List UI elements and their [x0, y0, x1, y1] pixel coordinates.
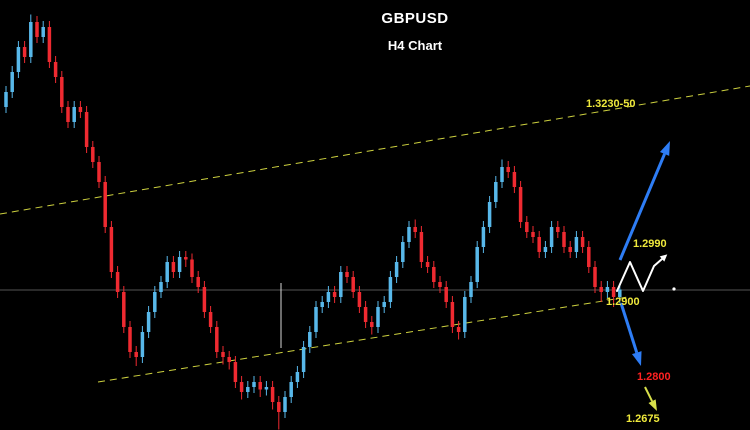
candles-layer	[4, 14, 622, 430]
zigzag-projection	[616, 258, 663, 292]
price-label-current: 1.2900	[606, 296, 640, 308]
downside-target-arrow	[644, 386, 653, 402]
chart-symbol-title: GBPUSD	[381, 10, 449, 27]
upper-trendline	[0, 85, 750, 215]
price-label-support: 1.2800	[637, 371, 671, 383]
price-label-downside-target: 1.2675	[626, 413, 660, 425]
lower-trendline	[97, 296, 629, 383]
chart-title-block: GBPUSD H4 Chart	[315, 10, 515, 53]
bullish-projection-arrow	[618, 153, 666, 261]
trendlines-layer	[0, 85, 750, 383]
dot-annotation	[672, 287, 676, 291]
bearish-projection-arrow	[619, 302, 639, 354]
price-label-resistance: 1.2990	[633, 238, 667, 250]
price-label-target-zone: 1.3230-50	[586, 98, 636, 110]
chart-timeframe-title: H4 Chart	[387, 38, 443, 53]
